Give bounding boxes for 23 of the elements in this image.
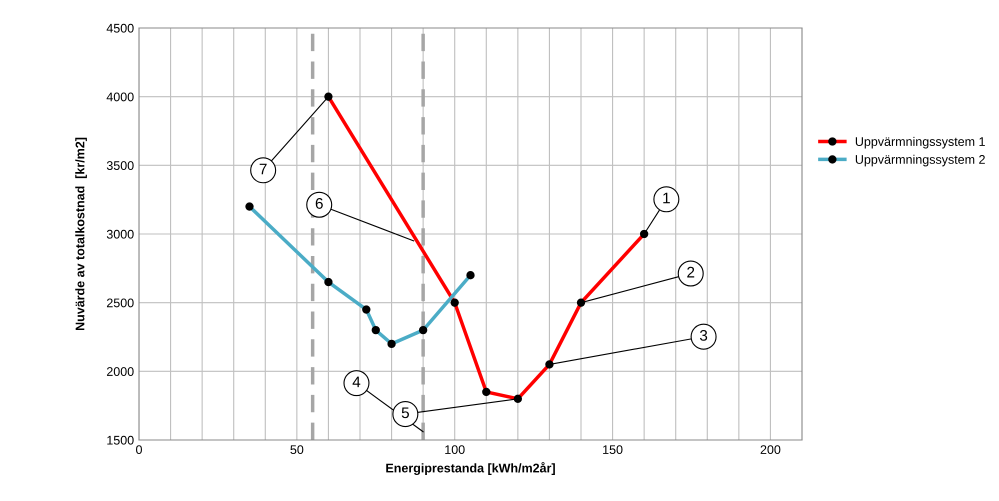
annotation: 6 bbox=[316, 198, 323, 209]
x-tick-label: 100 bbox=[445, 445, 465, 454]
y-tick-label: 2000 bbox=[106, 367, 134, 376]
x-tick-label: 200 bbox=[760, 445, 780, 454]
y-axis-title: Nuvärde av totalkostnad [kr/m2] bbox=[75, 138, 87, 330]
annotation: 5 bbox=[402, 408, 409, 418]
y-tick-label: 4500 bbox=[106, 24, 134, 33]
x-tick-label: 150 bbox=[603, 445, 623, 454]
annotation: 1 bbox=[663, 192, 670, 204]
y-tick-label: 1500 bbox=[107, 436, 134, 445]
annotation: 3 bbox=[700, 330, 708, 341]
x-tick-label: 50 bbox=[290, 445, 304, 454]
annotation: 7 bbox=[260, 164, 267, 174]
legend-label: Uppvärmningssystem 2 bbox=[856, 154, 985, 166]
y-tick-label: 2500 bbox=[106, 298, 134, 308]
legend-label: Uppvärmningssystem 1 bbox=[856, 136, 985, 148]
annotation: 2 bbox=[687, 266, 694, 278]
y-tick-label: 3500 bbox=[106, 161, 134, 170]
y-tick-label: 3000 bbox=[106, 230, 134, 239]
y-tick-label: 4000 bbox=[106, 92, 134, 102]
annotation: 4 bbox=[352, 376, 360, 388]
x-axis-title: Energiprestanda [kWh/m2år] bbox=[386, 462, 555, 476]
x-tick-label: 0 bbox=[136, 445, 142, 454]
